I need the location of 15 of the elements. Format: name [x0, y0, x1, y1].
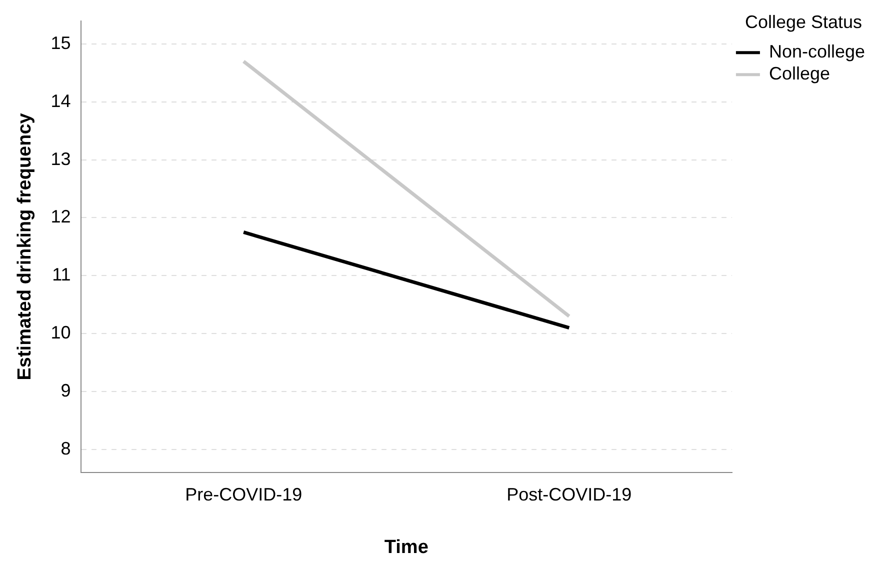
y-axis-title: Estimated drinking frequency — [14, 112, 36, 380]
x-axis-title: Time — [384, 536, 428, 558]
y-tick-label: 11 — [52, 264, 71, 285]
legend-label: Non-college — [768, 42, 866, 62]
y-tick-label: 13 — [50, 148, 71, 169]
y-tick-label: 14 — [50, 90, 71, 111]
y-tick-label: 12 — [50, 206, 71, 227]
y-tick-label: 10 — [50, 322, 71, 343]
y-tick-label: 8 — [60, 438, 71, 458]
y-tick-label: 9 — [60, 380, 71, 400]
y-tick-label: 15 — [50, 32, 71, 53]
x-tick-label: Pre-COVID-19 — [185, 484, 302, 504]
legend-title: College Status — [744, 12, 862, 32]
x-tick-label: Post-COVID-19 — [506, 484, 632, 504]
legend-label: College — [768, 64, 830, 84]
